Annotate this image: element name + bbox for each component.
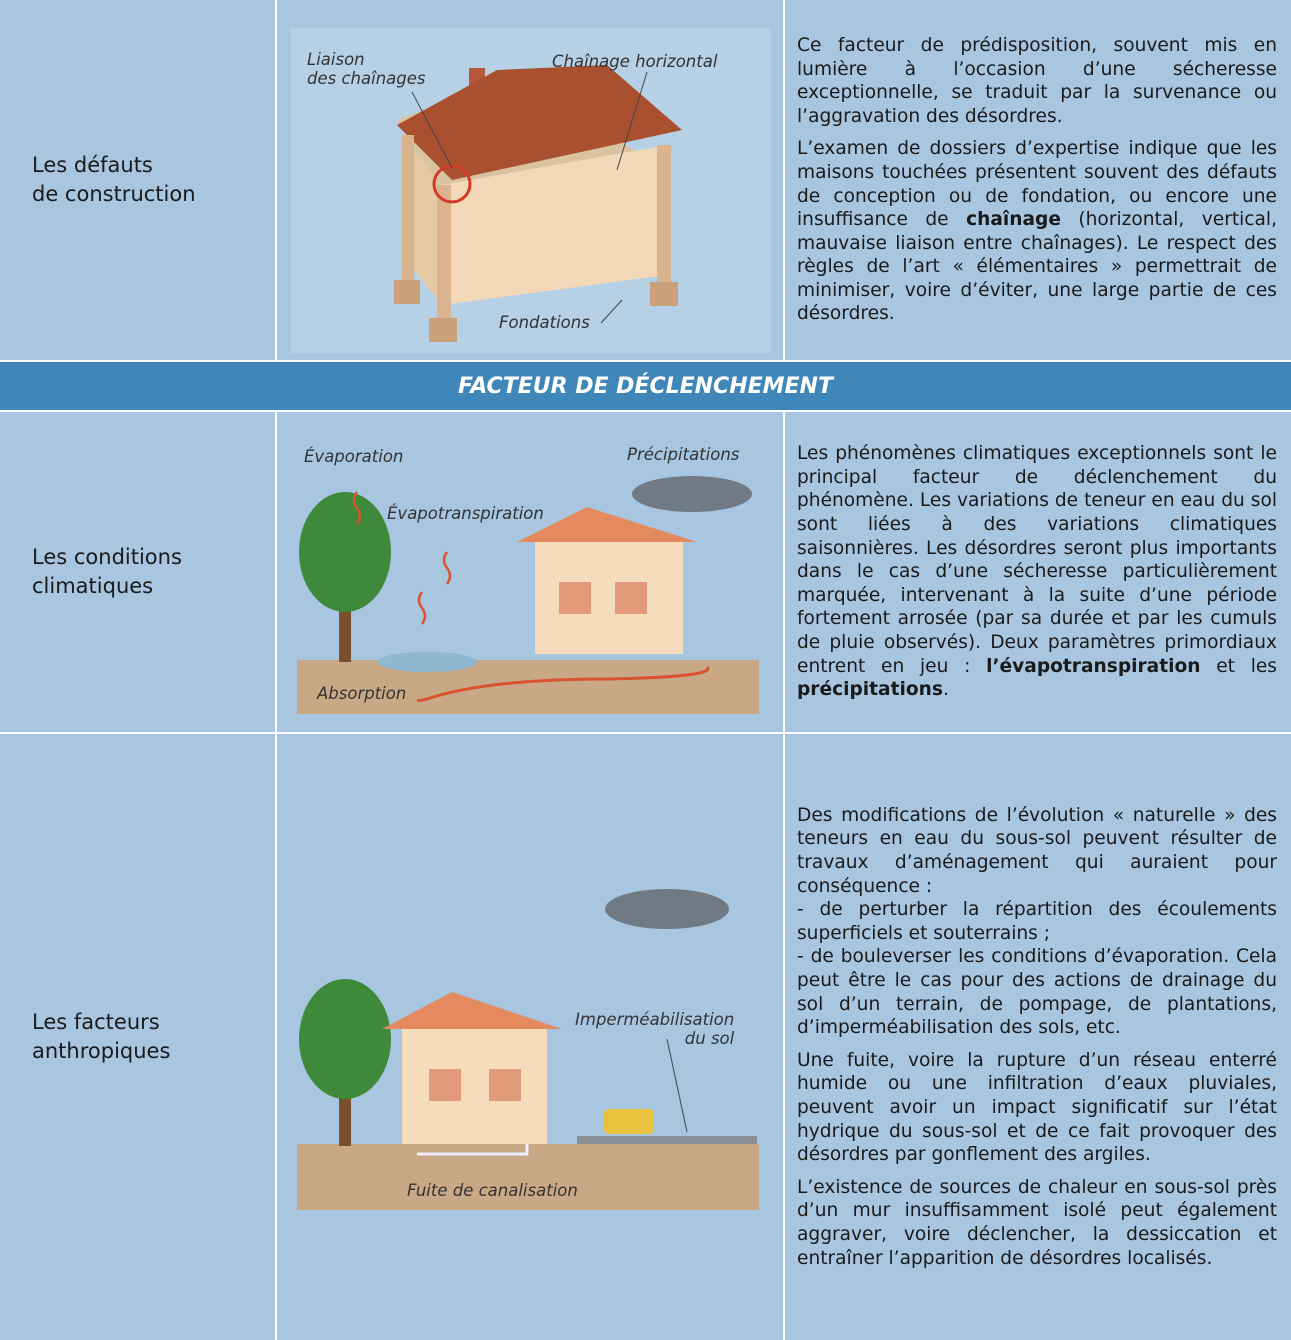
cloud: [632, 476, 752, 512]
text-run: Ce facteur de prédisposition, souvent mi…: [797, 34, 1277, 127]
paragraph: L’existence de sources de chaleur en sou…: [797, 1176, 1277, 1270]
leader-line: [616, 71, 648, 171]
text-cell: Des modifications de l’évolution « natur…: [785, 734, 1291, 1340]
illustration-label: Fondations: [499, 313, 590, 332]
tree: [299, 979, 391, 1099]
illustration-cell: Imperméabilisation du sol Fuite de canal…: [277, 734, 783, 1340]
pipe: [417, 1144, 529, 1156]
arrows: [352, 491, 452, 625]
absorption-arrow: [416, 665, 710, 703]
row-label: Les conditions climatiques: [0, 412, 275, 732]
foundation: [429, 318, 457, 342]
text-run: Des modifications de l’évolution « natur…: [797, 804, 1277, 897]
roof: [517, 507, 697, 542]
illustration-label: Évaporation: [304, 447, 404, 466]
paragraph: - de perturber la répartition des écoule…: [797, 898, 1277, 945]
ground: [297, 660, 759, 714]
roof: [382, 992, 562, 1029]
illustration: Liaison des chaînages Chaînage horizonta…: [277, 0, 783, 360]
paragraph: - de bouleverser les conditions d’évapor…: [797, 945, 1277, 1039]
row-label: Les facteurs anthropiques: [0, 734, 275, 1340]
bold-run: chaînage: [966, 209, 1061, 231]
window: [489, 1069, 521, 1101]
car: [604, 1109, 654, 1134]
illustration-label: Fuite de canalisation: [407, 1181, 578, 1200]
anthropic-drawing: [297, 889, 759, 1210]
house: [535, 542, 683, 654]
foundation: [394, 280, 420, 304]
section-header: FACTEUR DE DÉCLENCHEMENT: [0, 362, 1291, 410]
illustration-cell: Évaporation Précipitations Évapotranspir…: [277, 412, 783, 732]
window: [429, 1069, 461, 1101]
post: [402, 135, 414, 295]
post: [437, 185, 451, 335]
roof: [397, 65, 682, 180]
text-run: et les: [1200, 655, 1277, 677]
text-run: Une fuite, voire la rupture d’un réseau …: [797, 1049, 1277, 1166]
pavement: [577, 1136, 757, 1144]
paragraph: L’examen de dossiers d’expertise indique…: [797, 137, 1277, 326]
water: [377, 652, 477, 672]
leader-line: [411, 91, 453, 169]
text-cell: Les phénomènes climatiques exceptionnels…: [785, 412, 1291, 732]
house-drawing: [291, 28, 771, 353]
illustration: Imperméabilisation du sol Fuite de canal…: [277, 734, 783, 1340]
illustration-label: Imperméabilisation du sol: [575, 1010, 735, 1048]
text-run: L’examen de dossiers d’expertise indique…: [797, 138, 1277, 231]
bold-run: l’évapotranspiration: [986, 655, 1201, 677]
cloud: [605, 889, 729, 929]
leader-line: [666, 1038, 688, 1133]
text-run: Les phénomènes climatiques exceptionnels…: [797, 443, 1277, 677]
paragraph: Ce facteur de prédisposition, souvent mi…: [797, 34, 1277, 128]
text-run: L’existence de sources de chaleur en sou…: [797, 1176, 1277, 1269]
wall: [442, 145, 667, 305]
text-run: (horizontal, vertical, mauvaise liaison …: [797, 209, 1277, 325]
house: [402, 1029, 547, 1144]
paragraph: Des modifications de l’évolution « natur…: [797, 804, 1277, 898]
window: [615, 582, 647, 614]
climate-drawing: [297, 476, 759, 714]
illustration-label: Absorption: [317, 684, 407, 703]
paragraph: Les phénomènes climatiques exceptionnels…: [797, 442, 1277, 702]
highlight-circle: [432, 164, 472, 204]
illustration-label: Chaînage horizontal: [552, 52, 718, 71]
illustration-cell: Liaison des chaînages Chaînage horizonta…: [277, 0, 783, 360]
tree: [299, 492, 391, 612]
text-cell: Ce facteur de prédisposition, souvent mi…: [785, 0, 1291, 360]
leader-line: [600, 299, 623, 324]
illustration-label: Évapotranspiration: [387, 504, 544, 523]
bold-run: précipitations: [797, 679, 943, 701]
text-run: - de bouleverser les conditions d’évapor…: [797, 946, 1277, 1039]
illustration: Évaporation Précipitations Évapotranspir…: [277, 412, 783, 732]
window: [559, 582, 591, 614]
text-run: - de perturber la répartition des écoule…: [797, 899, 1277, 944]
foundation: [650, 282, 678, 306]
row-label: Les défauts de construction: [0, 0, 275, 360]
paragraph: Une fuite, voire la rupture d’un réseau …: [797, 1049, 1277, 1167]
illustration-label: Précipitations: [627, 445, 740, 464]
illustration-label: Liaison des chaînages: [307, 50, 426, 88]
text-run: .: [942, 679, 949, 701]
post: [657, 145, 671, 295]
